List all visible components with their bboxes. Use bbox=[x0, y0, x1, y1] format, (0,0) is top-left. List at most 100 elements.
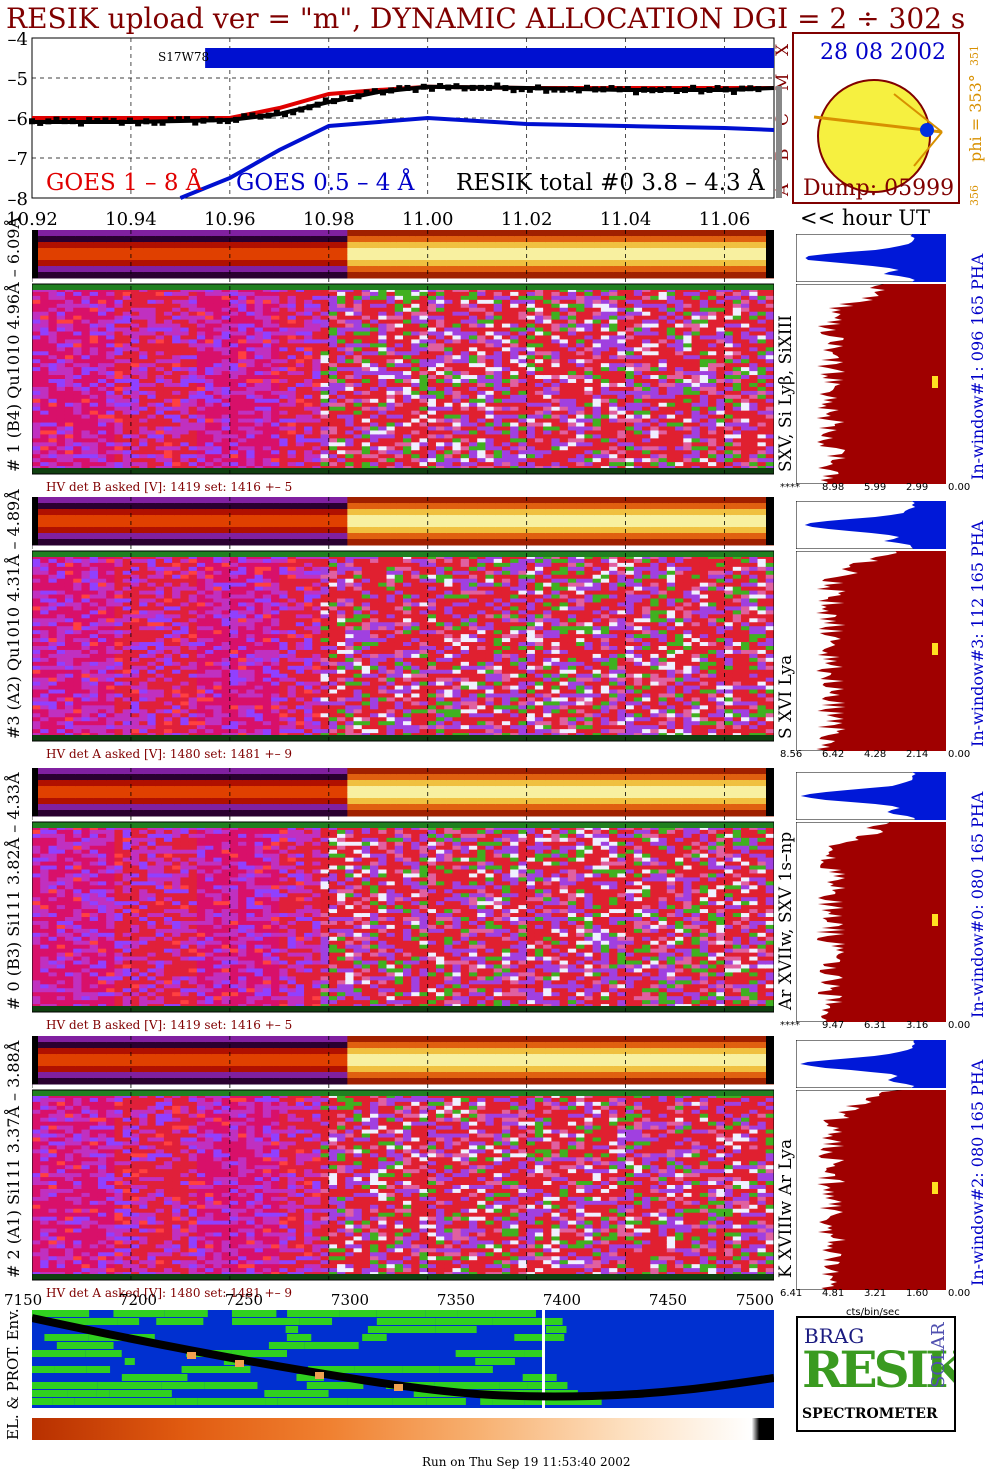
resik-total-marker bbox=[714, 85, 721, 92]
spectrogram-cell bbox=[345, 390, 355, 396]
spectrogram-cell bbox=[543, 406, 552, 412]
spectrogram-cell bbox=[468, 347, 478, 352]
spectrogram-cell bbox=[246, 410, 256, 416]
spectrogram-cell bbox=[304, 375, 313, 380]
spectrogram-cell bbox=[551, 363, 561, 368]
spectrogram-cell bbox=[89, 375, 99, 380]
spectrogram-cell bbox=[81, 339, 91, 344]
strip-cell bbox=[143, 236, 150, 243]
spectrogram-cell bbox=[526, 446, 536, 451]
spectrogram-cell bbox=[139, 351, 148, 356]
strip-cell bbox=[495, 242, 503, 249]
spectrogram-cell bbox=[97, 351, 107, 356]
spectrogram-cell bbox=[485, 398, 495, 404]
spectrogram-cell bbox=[576, 311, 585, 317]
strip-cell bbox=[254, 260, 262, 267]
strip-cell bbox=[359, 260, 367, 267]
spectrogram-cell bbox=[56, 430, 66, 435]
spectrogram-cell bbox=[122, 291, 132, 297]
strip-cell bbox=[87, 236, 95, 243]
strip-cell bbox=[631, 272, 639, 279]
spectrogram-cell bbox=[73, 426, 82, 431]
spectrogram-cell bbox=[122, 319, 132, 325]
spectrogram-cell bbox=[246, 434, 256, 439]
spectrogram-cell bbox=[221, 323, 231, 329]
spectrogram-cell bbox=[658, 347, 668, 352]
strip-cell bbox=[223, 272, 231, 279]
spectrogram-cell bbox=[81, 406, 91, 412]
spectrogram-cell bbox=[370, 414, 379, 420]
spectrogram-cell bbox=[279, 355, 289, 360]
spectrogram-cell bbox=[658, 402, 668, 408]
spectrogram-cell bbox=[510, 410, 519, 416]
strip-cell bbox=[471, 266, 478, 273]
spectrogram-cell bbox=[485, 379, 495, 384]
spectrogram-cell bbox=[130, 323, 140, 329]
spectrogram-cell bbox=[172, 402, 181, 408]
hour-tick-label: 10.94 bbox=[105, 209, 157, 230]
spectrogram-cell bbox=[600, 438, 610, 443]
strip-cell bbox=[93, 236, 101, 243]
spectrogram-cell bbox=[691, 434, 701, 439]
spectrogram-cell bbox=[633, 422, 643, 427]
spectrogram-cell bbox=[353, 339, 363, 344]
spectrogram-cell bbox=[526, 434, 536, 439]
spectrogram-cell bbox=[130, 418, 140, 424]
spectrogram-cell bbox=[155, 291, 165, 297]
spectrogram-cell bbox=[147, 339, 157, 344]
spectrogram-cell bbox=[584, 394, 594, 400]
spectrogram-cell bbox=[477, 311, 486, 317]
spectrogram-cell bbox=[312, 394, 322, 400]
spectrogram-cell bbox=[312, 359, 322, 364]
spectrogram-cell bbox=[155, 438, 165, 443]
strip-cell bbox=[539, 248, 546, 255]
resik-total-marker bbox=[167, 116, 174, 123]
spectrogram-cell bbox=[427, 430, 437, 435]
spectrogram-cell bbox=[238, 442, 247, 447]
spectrogram-cell bbox=[411, 359, 420, 364]
spectrogram-cell bbox=[221, 327, 231, 332]
spectrogram-cell bbox=[163, 390, 173, 396]
resik-total-marker bbox=[665, 86, 672, 93]
spectrogram-cell bbox=[163, 394, 173, 400]
spectrogram-cell bbox=[64, 418, 74, 424]
spectrogram-cell bbox=[675, 462, 684, 467]
spectrogram-cell bbox=[130, 311, 140, 317]
spectrogram-cell bbox=[567, 458, 577, 463]
spectrogram-cell bbox=[188, 410, 198, 416]
spectrogram-cell bbox=[427, 371, 437, 376]
spectrogram-cell bbox=[56, 307, 66, 313]
spectrogram-cell bbox=[172, 386, 181, 392]
spectrogram-cell bbox=[526, 430, 536, 435]
spectrogram-cell bbox=[229, 363, 239, 368]
spectrogram-cell bbox=[658, 438, 668, 443]
spectrogram-cell bbox=[642, 291, 651, 297]
spectrogram-cell bbox=[114, 303, 124, 309]
spectrogram-cell bbox=[551, 319, 561, 325]
spectrogram-cell bbox=[271, 426, 280, 431]
strip-cell bbox=[625, 260, 633, 267]
strip-cell bbox=[168, 272, 175, 279]
spectrogram-cell bbox=[106, 462, 115, 467]
strip-cell bbox=[297, 248, 305, 255]
spectrogram-cell bbox=[238, 371, 247, 376]
spectrogram-cell bbox=[48, 367, 58, 372]
spectrogram-cell bbox=[221, 375, 231, 380]
spectrogram-cell bbox=[468, 438, 478, 443]
spectrogram-cell bbox=[501, 418, 511, 424]
spectrogram-cell bbox=[683, 402, 693, 408]
strip-cell bbox=[217, 248, 225, 255]
spectrogram-cell bbox=[196, 307, 206, 313]
spectrogram-cell bbox=[460, 426, 470, 431]
spectrogram-cell bbox=[435, 323, 445, 329]
strip-cell bbox=[180, 272, 188, 279]
spectrogram-cell bbox=[205, 327, 214, 332]
spectrogram-cell bbox=[89, 327, 99, 332]
spectrogram-cell bbox=[658, 311, 668, 317]
strip-cell bbox=[372, 266, 379, 273]
spectrogram-cell bbox=[419, 446, 429, 451]
spectrogram-cell bbox=[567, 454, 577, 459]
spectrogram-cell bbox=[246, 343, 256, 348]
spectrogram-cell bbox=[526, 303, 536, 309]
spectrogram-cell bbox=[114, 379, 124, 384]
